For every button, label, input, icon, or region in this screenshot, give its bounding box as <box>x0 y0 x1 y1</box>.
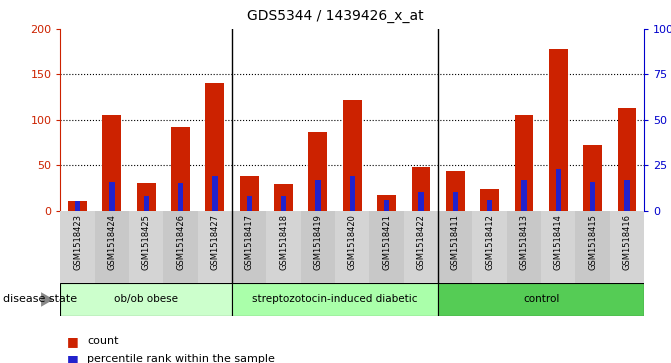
Bar <box>404 211 438 283</box>
Bar <box>205 83 224 211</box>
FancyBboxPatch shape <box>232 283 438 316</box>
Bar <box>590 182 595 211</box>
Bar <box>60 211 95 283</box>
Polygon shape <box>41 292 54 307</box>
Text: GSM1518421: GSM1518421 <box>382 214 391 270</box>
Bar <box>377 195 396 211</box>
Bar <box>384 200 389 211</box>
Bar <box>137 183 156 211</box>
Bar <box>583 145 602 211</box>
Bar <box>75 201 81 211</box>
Bar <box>556 169 561 211</box>
Bar <box>144 196 149 211</box>
Text: GSM1518419: GSM1518419 <box>313 214 323 270</box>
Bar <box>109 182 115 211</box>
Text: count: count <box>87 336 119 346</box>
Text: GDS5344 / 1439426_x_at: GDS5344 / 1439426_x_at <box>247 9 424 23</box>
Bar <box>507 211 541 283</box>
Bar <box>370 211 404 283</box>
Bar <box>266 211 301 283</box>
Bar <box>274 184 293 211</box>
Bar <box>281 196 287 211</box>
Text: ■: ■ <box>67 353 79 363</box>
Bar <box>315 180 321 211</box>
Bar <box>438 211 472 283</box>
Text: percentile rank within the sample: percentile rank within the sample <box>87 354 275 363</box>
Text: disease state: disease state <box>3 294 77 305</box>
Bar <box>487 200 493 211</box>
Bar <box>350 176 355 211</box>
Bar <box>617 108 636 211</box>
Bar <box>232 211 266 283</box>
Bar <box>411 167 430 211</box>
Text: control: control <box>523 294 560 305</box>
Bar <box>446 171 465 211</box>
Text: GSM1518426: GSM1518426 <box>176 214 185 270</box>
Bar <box>576 211 610 283</box>
Text: GSM1518427: GSM1518427 <box>211 214 219 270</box>
Text: GSM1518415: GSM1518415 <box>588 214 597 270</box>
Bar <box>301 211 335 283</box>
Text: GSM1518411: GSM1518411 <box>451 214 460 270</box>
Bar <box>129 211 164 283</box>
Bar <box>178 183 183 211</box>
Bar <box>453 192 458 211</box>
Text: GSM1518423: GSM1518423 <box>73 214 82 270</box>
Text: GSM1518414: GSM1518414 <box>554 214 563 270</box>
Text: GSM1518424: GSM1518424 <box>107 214 116 270</box>
Bar <box>515 115 533 211</box>
Bar <box>418 192 423 211</box>
Bar <box>343 100 362 211</box>
Text: GSM1518413: GSM1518413 <box>519 214 529 270</box>
Bar <box>103 115 121 211</box>
Bar <box>521 180 527 211</box>
Text: GSM1518422: GSM1518422 <box>417 214 425 270</box>
Bar <box>240 176 259 211</box>
Bar <box>541 211 576 283</box>
FancyBboxPatch shape <box>60 283 232 316</box>
Text: GSM1518418: GSM1518418 <box>279 214 288 270</box>
Bar <box>335 211 370 283</box>
Bar <box>472 211 507 283</box>
Bar <box>549 49 568 211</box>
Bar <box>610 211 644 283</box>
Text: GSM1518417: GSM1518417 <box>245 214 254 270</box>
Text: GSM1518416: GSM1518416 <box>623 214 631 270</box>
Bar <box>480 189 499 211</box>
Text: ■: ■ <box>67 335 79 348</box>
Text: streptozotocin-induced diabetic: streptozotocin-induced diabetic <box>252 294 418 305</box>
Bar <box>68 201 87 211</box>
Text: ob/ob obese: ob/ob obese <box>114 294 178 305</box>
Bar <box>309 132 327 211</box>
Bar <box>164 211 198 283</box>
FancyBboxPatch shape <box>438 283 644 316</box>
Bar <box>95 211 129 283</box>
Bar <box>198 211 232 283</box>
Bar <box>247 196 252 211</box>
Text: GSM1518425: GSM1518425 <box>142 214 151 270</box>
Text: GSM1518420: GSM1518420 <box>348 214 357 270</box>
Bar <box>171 127 190 211</box>
Bar <box>624 180 629 211</box>
Text: GSM1518412: GSM1518412 <box>485 214 494 270</box>
Bar <box>212 176 217 211</box>
